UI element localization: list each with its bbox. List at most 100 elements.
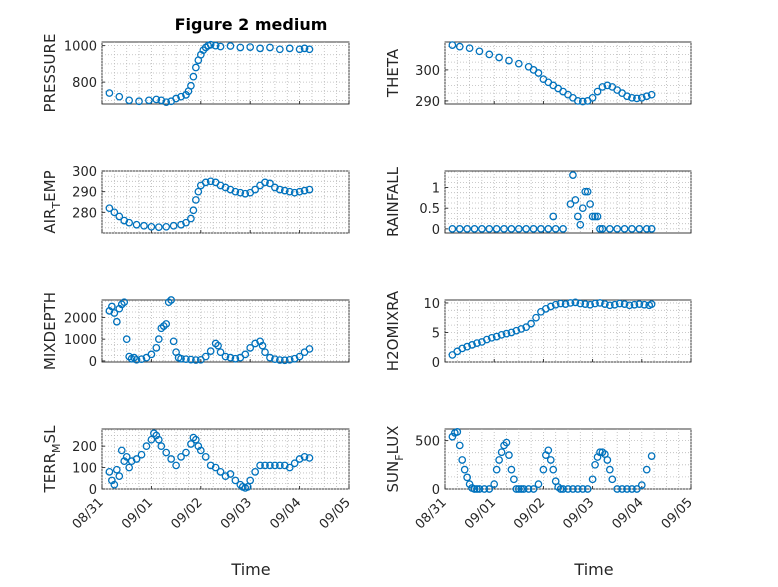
data-point: [154, 335, 163, 344]
data-point: [505, 451, 513, 459]
data-point: [596, 225, 604, 233]
data-point: [502, 329, 511, 338]
y-axis-label-tail: EMP: [41, 170, 59, 201]
data-point: [532, 313, 540, 322]
data-point: [147, 350, 156, 359]
y-tick-label: 0.5: [419, 202, 440, 217]
data-point: [475, 485, 484, 493]
data-point: [576, 220, 585, 229]
data-point: [588, 475, 597, 484]
data-point: [559, 225, 567, 233]
data-point: [591, 299, 599, 308]
y-tick-label: 0: [89, 355, 97, 370]
data-point: [275, 356, 284, 364]
data-point: [490, 480, 499, 489]
data-point: [154, 435, 163, 444]
data-point: [613, 225, 622, 233]
data-point: [505, 56, 513, 65]
data-point: [115, 212, 124, 221]
data-point: [586, 200, 594, 208]
data-point: [241, 350, 250, 359]
data-point: [647, 452, 656, 460]
data-point: [571, 196, 580, 204]
y-axis-label: RAINFALL: [384, 166, 402, 237]
data-point: [305, 345, 314, 353]
data-point: [290, 459, 299, 468]
data-point: [226, 353, 235, 362]
data-point: [576, 299, 585, 308]
x-tick-label: 09/02: [169, 495, 206, 532]
data-point: [280, 356, 289, 365]
data-point: [512, 485, 521, 493]
series-markers: [448, 428, 656, 493]
data-point: [485, 485, 494, 493]
data-point: [593, 87, 602, 96]
data-point: [551, 225, 560, 233]
data-point: [132, 455, 141, 463]
data-point: [507, 328, 516, 337]
data-point: [231, 354, 240, 363]
data-point: [206, 177, 215, 186]
data-point: [137, 450, 146, 459]
data-point: [241, 189, 250, 198]
data-point: [448, 351, 457, 359]
data-point: [601, 300, 609, 308]
data-point: [556, 485, 565, 493]
y-axis-label-tail: LUX: [384, 426, 402, 455]
data-point: [261, 348, 269, 357]
y-tick-label: 1000: [64, 333, 97, 348]
data-point: [154, 223, 163, 232]
data-point: [187, 355, 195, 364]
data-point: [216, 468, 225, 476]
data-point: [458, 456, 467, 464]
x-tick-label: 09/01: [119, 495, 156, 532]
data-point: [514, 225, 523, 233]
data-point: [470, 485, 479, 493]
y-axis-label-tail: SL: [41, 425, 59, 444]
data-point: [633, 485, 641, 493]
data-point: [275, 45, 284, 54]
data-point: [117, 446, 126, 455]
y-tick-label: 2000: [64, 311, 97, 326]
data-point: [177, 354, 185, 363]
y-tick-label: 290: [72, 186, 97, 201]
data-point: [110, 480, 119, 489]
y-axis-label: MIXDEPTH: [41, 292, 59, 370]
figure-title: Figure 2 medium: [175, 15, 328, 34]
data-point: [112, 317, 121, 326]
data-point: [578, 485, 587, 493]
data-point: [285, 44, 294, 53]
data-point: [605, 225, 614, 233]
x-tick-label: 09/03: [560, 495, 597, 532]
data-point: [482, 335, 491, 344]
data-point: [495, 53, 503, 62]
data-point: [206, 40, 215, 49]
x-tick-label: 08/31: [70, 495, 107, 532]
data-point: [105, 468, 114, 476]
data-point: [251, 185, 259, 194]
data-point: [455, 42, 464, 51]
data-point: [598, 225, 607, 233]
data-point: [214, 341, 222, 350]
y-axis-label: THETA: [384, 48, 402, 98]
data-point: [448, 225, 457, 233]
data-point: [285, 355, 294, 364]
data-point: [529, 485, 538, 493]
data-point: [162, 222, 171, 231]
data-point: [544, 225, 553, 233]
data-point: [140, 221, 148, 230]
y-tick-label: 300: [415, 64, 440, 79]
y-tick-label: 0: [432, 356, 440, 371]
data-point: [172, 94, 180, 103]
y-tick-label: 1000: [64, 40, 97, 55]
x-axis-label-left: Time: [230, 560, 270, 579]
data-point: [295, 45, 304, 54]
data-point: [581, 300, 590, 308]
data-point: [182, 218, 190, 227]
data-point: [453, 428, 462, 436]
data-point: [115, 92, 124, 101]
data-point: [514, 59, 523, 68]
series-markers: [105, 429, 314, 492]
